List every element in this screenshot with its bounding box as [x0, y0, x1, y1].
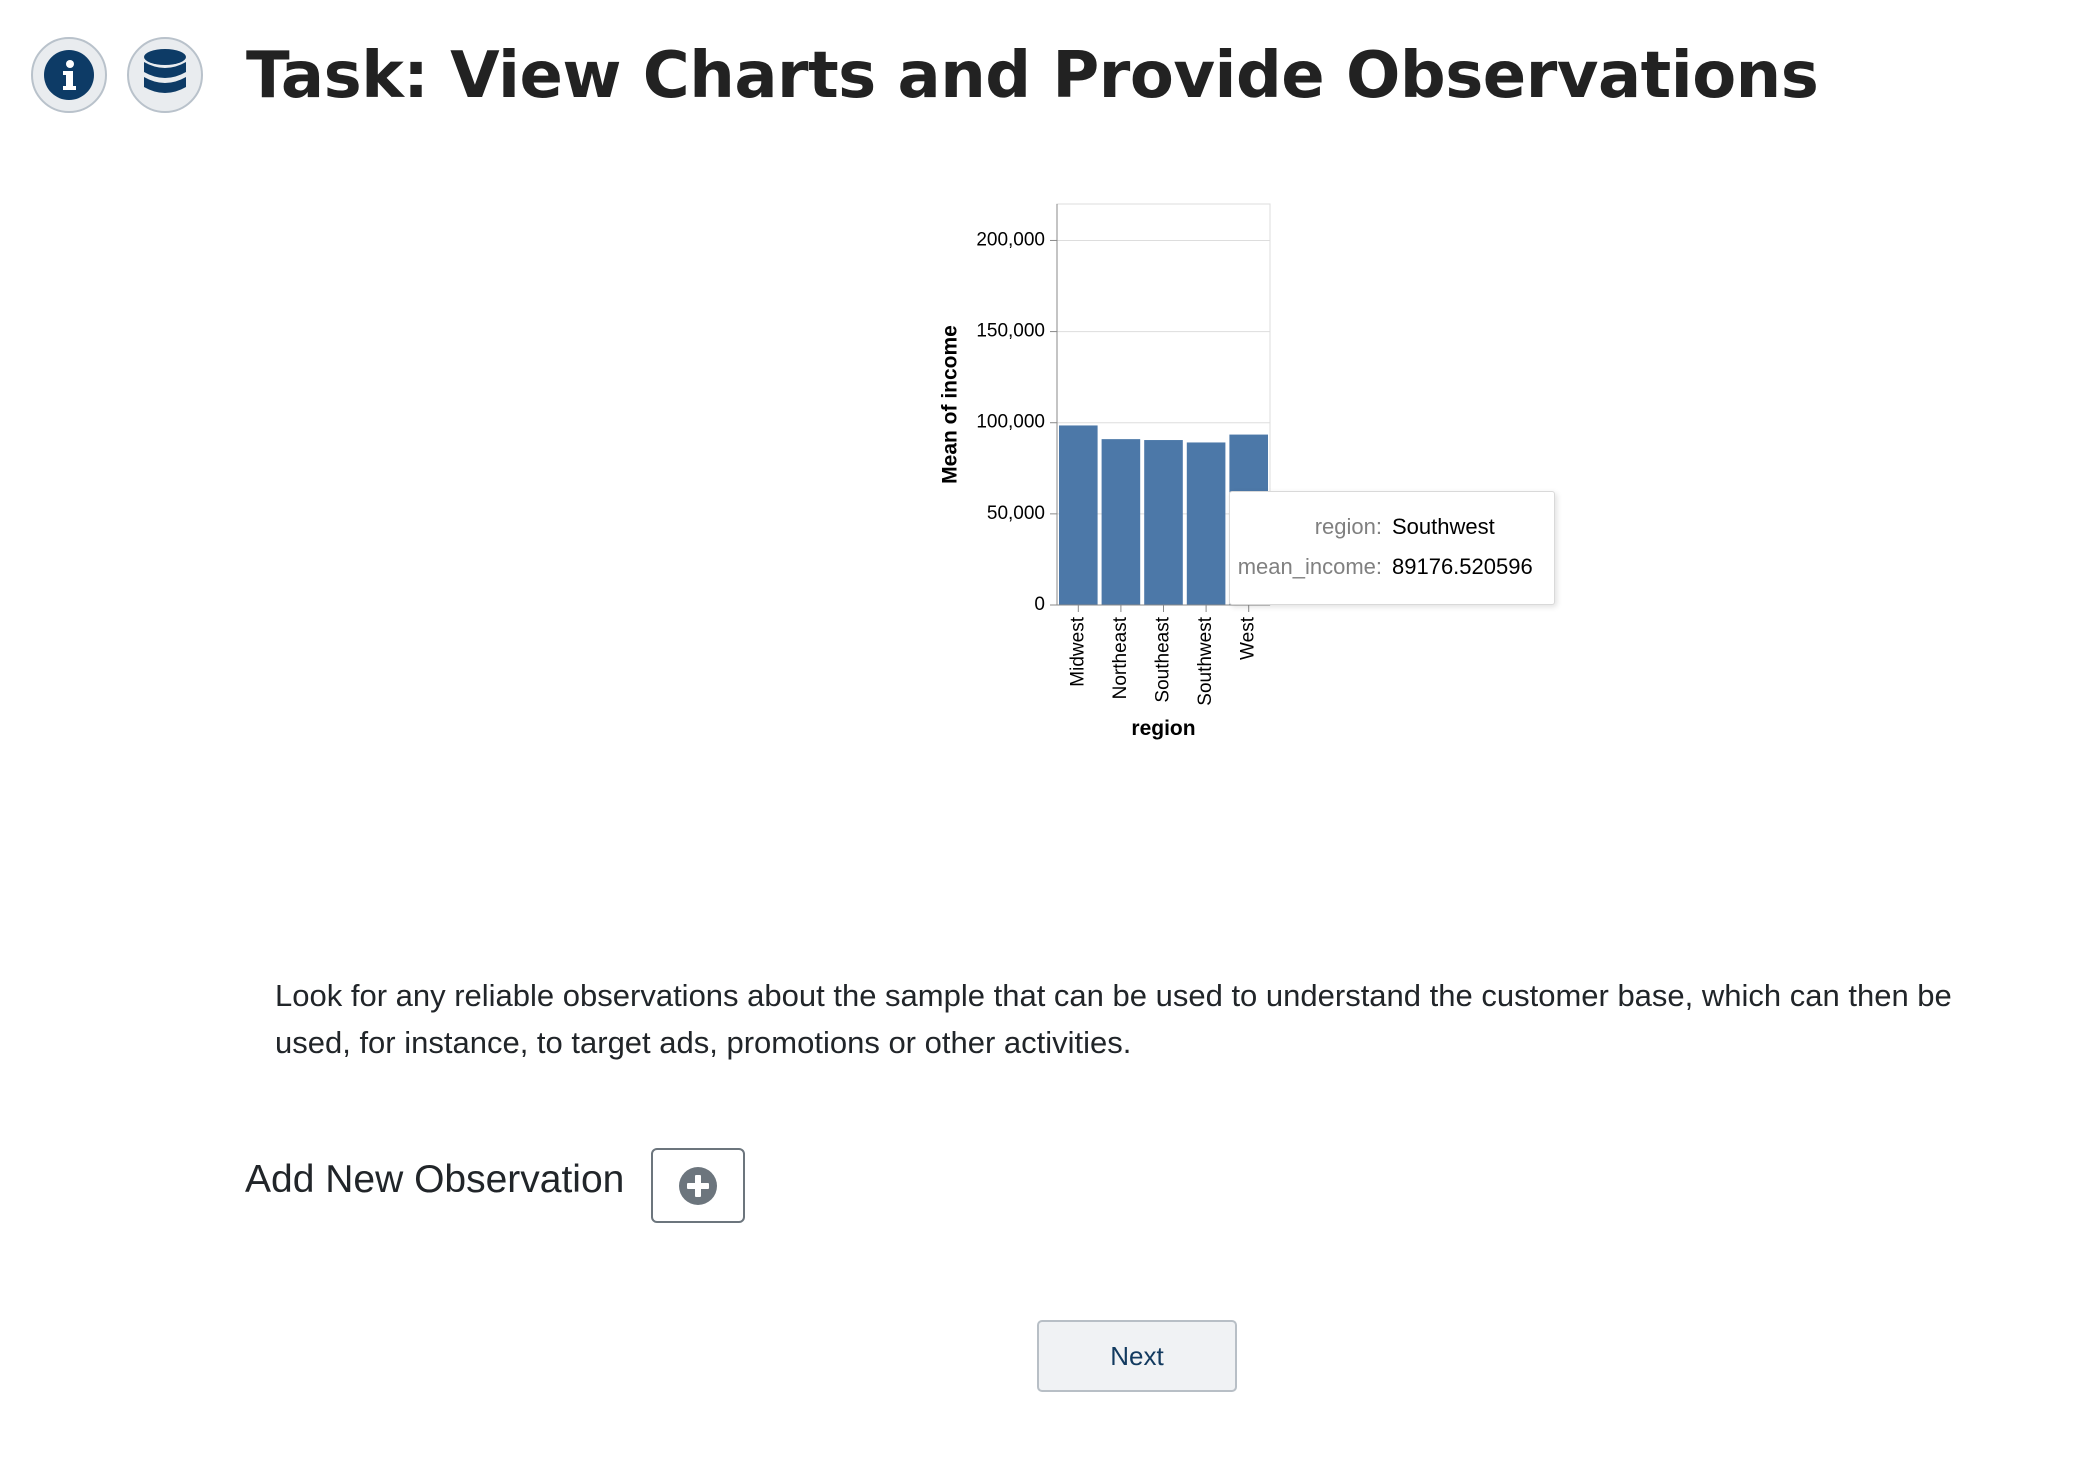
next-button[interactable]: Next	[1037, 1320, 1237, 1392]
database-button[interactable]	[127, 37, 203, 113]
x-tick-label: West	[1238, 616, 1259, 660]
y-tick-label: 0	[1034, 594, 1045, 615]
tooltip-row-mean-income: mean_income: 89176.520596	[1230, 552, 1554, 582]
y-tick-label: 100,000	[976, 412, 1045, 433]
chart-tooltip: region: Southwest mean_income: 89176.520…	[1229, 491, 1555, 605]
plus-circle-icon	[679, 1166, 717, 1205]
info-icon	[44, 50, 94, 100]
task-instructions: Look for any reliable observations about…	[275, 978, 1952, 1060]
tooltip-key: region:	[1314, 514, 1382, 539]
add-observation-label: Add New Observation	[245, 1158, 625, 1201]
bar-chart: 0 50,000 100,000 150,000 200,000 Midwest North…	[939, 203, 1271, 740]
add-observation-button[interactable]	[651, 1148, 745, 1223]
x-tick-label: Southeast	[1153, 616, 1174, 702]
y-tick-label: 50,000	[987, 503, 1045, 524]
y-tick-label: 200,000	[976, 229, 1045, 250]
x-tick-label: Northeast	[1110, 616, 1131, 699]
tooltip-key: mean_income:	[1237, 554, 1382, 579]
x-tick-label: Midwest	[1067, 616, 1088, 686]
bar-southeast	[1144, 440, 1183, 605]
bar-midwest	[1059, 425, 1098, 605]
x-axis-title: region	[1131, 717, 1195, 740]
bar-southwest	[1186, 442, 1226, 605]
bar-northeast	[1101, 439, 1141, 605]
database-icon	[144, 49, 186, 93]
page-title: Task: View Charts and Provide Observatio…	[246, 39, 1819, 113]
chart: 0 50,000 100,000 150,000 200,000 Midwest North…	[920, 190, 1600, 770]
y-axis-title: Mean of income	[939, 325, 962, 484]
info-button[interactable]	[31, 37, 107, 113]
tooltip-value: Southwest	[1392, 514, 1495, 539]
tooltip-row-region: region: Southwest	[1230, 512, 1554, 542]
y-tick-label: 150,000	[976, 321, 1045, 342]
tooltip-value: 89176.520596	[1392, 554, 1533, 579]
x-tick-label: Southwest	[1195, 616, 1216, 705]
